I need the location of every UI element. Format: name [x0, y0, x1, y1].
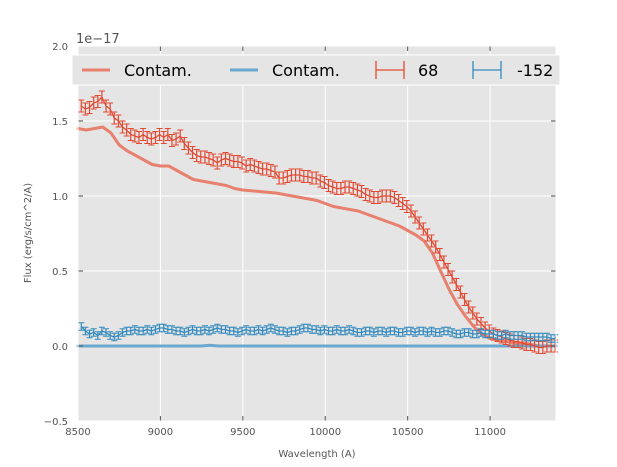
series-line-contam-2	[76, 343, 558, 348]
x-tick-label: 9500	[230, 427, 255, 438]
legend-label: Contam.	[124, 61, 192, 80]
y-tick-label: 2.0	[52, 42, 68, 53]
errorbar-connector	[80, 326, 556, 340]
legend-label: 68	[418, 61, 438, 80]
plot-frame	[77, 45, 557, 422]
series-line-contam-1	[76, 125, 558, 348]
x-tick-label: 10500	[392, 427, 424, 438]
y-axis-label: Flux (erg/s/cm^2/A)	[23, 183, 34, 283]
plot-background	[78, 46, 556, 421]
x-tick-label: 10000	[309, 427, 341, 438]
series-errorbars--152	[78, 322, 559, 343]
y-tick-label: −0.5	[44, 417, 68, 428]
legend: Contam. Contam. 68 -152	[71, 54, 561, 86]
y-tick-label: 0.0	[52, 342, 68, 353]
tick-layer: 8500 9000 9500 10000 10500 11000 −0.5 0.0 0.5 1.0…	[44, 42, 557, 438]
y-offset-label: 1e−17	[76, 32, 120, 47]
series-errorbars-68	[78, 90, 559, 354]
y-tick-label: 0.5	[52, 267, 68, 278]
x-tick-label: 9000	[148, 427, 173, 438]
x-tick-label: 11000	[474, 427, 506, 438]
errorbar-connector	[80, 95, 556, 349]
y-tick-label: 1.0	[52, 192, 68, 203]
legend-label: Contam.	[272, 61, 340, 80]
x-tick-label: 8500	[65, 427, 90, 438]
x-axis-label: Wavelength (A)	[278, 449, 355, 460]
y-tick-label: 1.5	[52, 117, 68, 128]
series-layer	[76, 90, 559, 354]
legend-label: -152	[517, 61, 553, 80]
